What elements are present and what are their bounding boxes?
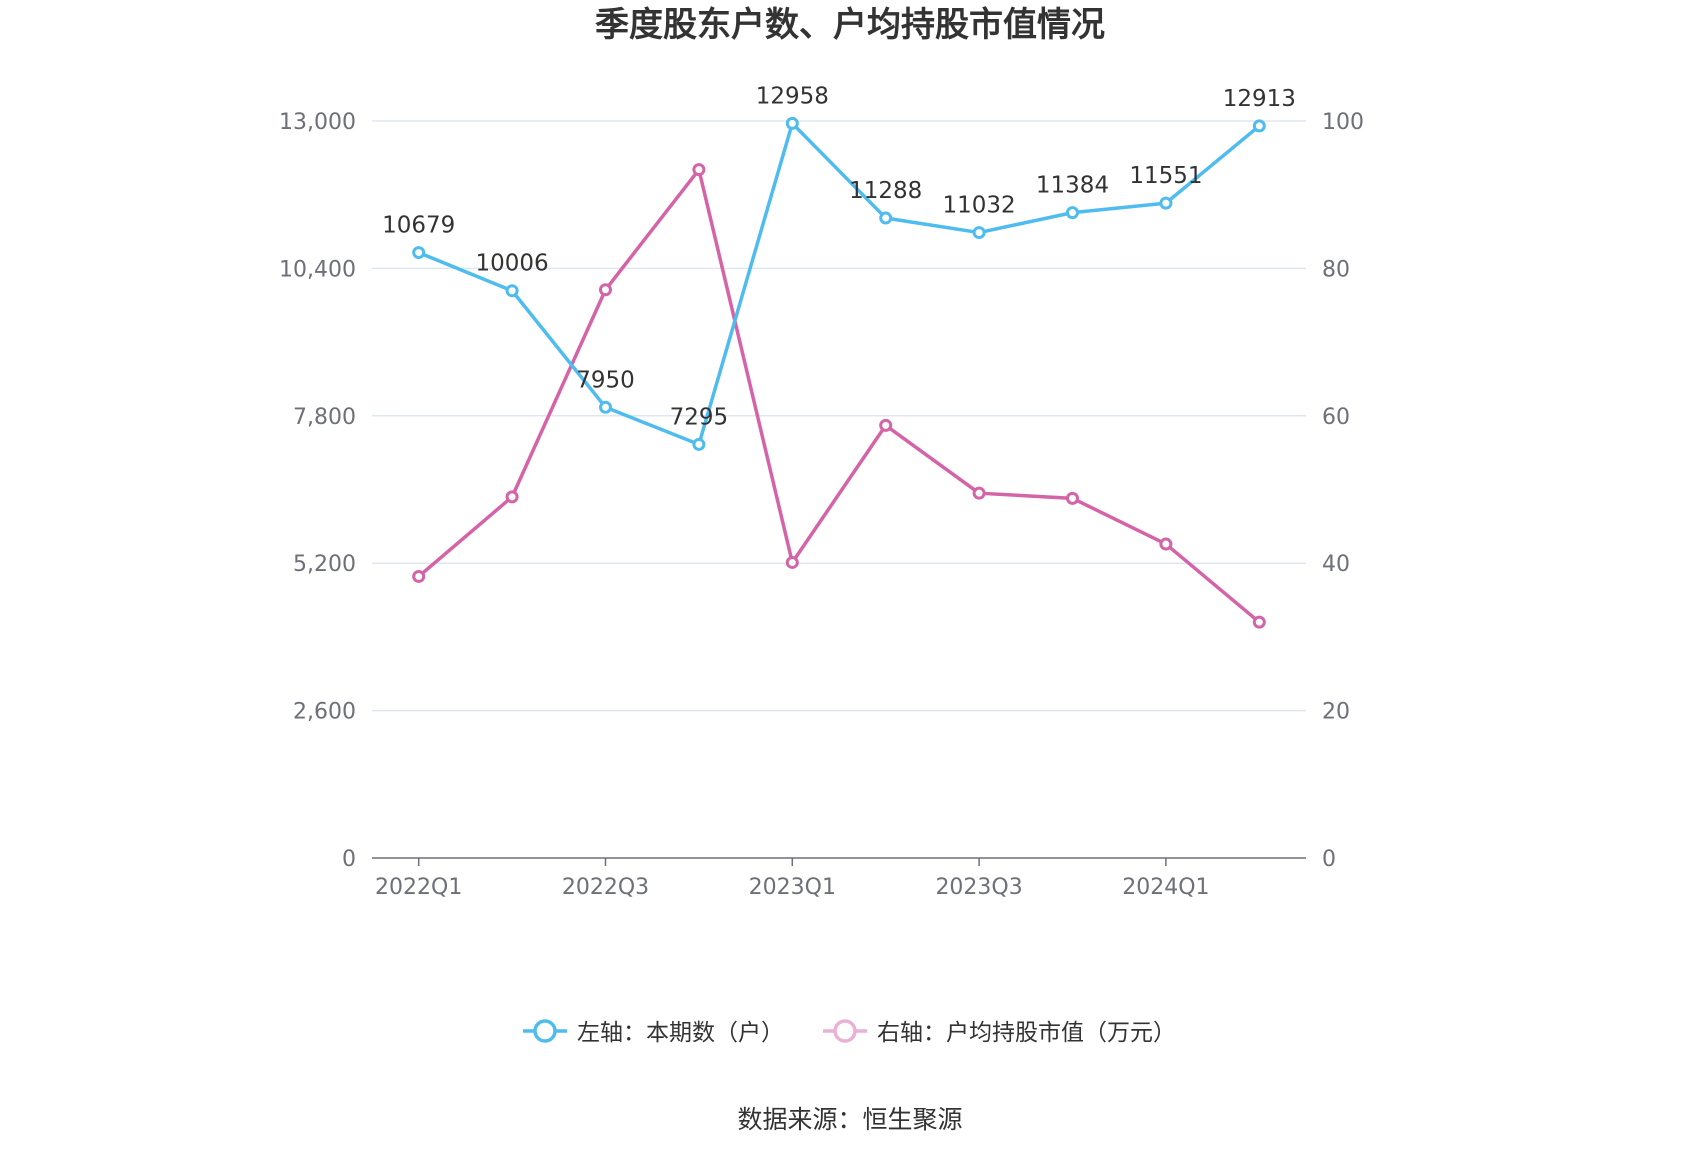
holders-count-point xyxy=(785,116,799,130)
x-tick-label: 2023Q1 xyxy=(749,875,836,900)
avg-holding-value-point xyxy=(785,555,799,569)
y-right-tick-label: 80 xyxy=(1322,257,1350,282)
y-right-tick-label: 60 xyxy=(1322,405,1350,430)
chart-title: 季度股东户数、户均持股市值情况 xyxy=(595,5,1105,45)
avg-holding-value-point xyxy=(879,418,893,432)
legend-label[interactable]: 左轴：本期数（户） xyxy=(577,1020,784,1046)
legend-label[interactable]: 右轴：户均持股市值（万元） xyxy=(877,1020,1176,1046)
avg-holding-value-point xyxy=(412,569,426,583)
holders-count-data-label: 11384 xyxy=(1036,173,1109,199)
y-left-tick-label: 10,400 xyxy=(279,257,356,282)
x-tick-label: 2024Q1 xyxy=(1122,875,1209,900)
avg-holding-value-point xyxy=(1066,491,1079,505)
x-tick-label: 2022Q3 xyxy=(562,875,649,900)
y-left-tick-label: 2,600 xyxy=(293,700,356,725)
holders-count-data-label: 10006 xyxy=(476,251,549,277)
avg-holding-value-line xyxy=(417,167,1261,624)
holders-count-data-label: 10679 xyxy=(382,213,455,239)
series-layer xyxy=(412,116,1266,629)
avg-holding-value-point xyxy=(1159,537,1173,551)
avg-holding-value-point xyxy=(972,486,986,500)
grid-lines xyxy=(372,120,1306,712)
holders-count-data-label: 7295 xyxy=(670,404,729,430)
y-left-tick-label: 13,000 xyxy=(279,110,356,135)
holders-count-point xyxy=(692,437,706,451)
holders-count-data-label: 11551 xyxy=(1129,163,1202,189)
y-right-tick-label: 20 xyxy=(1322,700,1350,725)
holders-count-line xyxy=(418,121,1261,447)
holders-count-point xyxy=(1252,119,1266,133)
y-left-tick-label: 7,800 xyxy=(293,405,356,430)
avg-holding-value-point xyxy=(1252,615,1266,629)
x-tick-label: 2022Q1 xyxy=(375,875,462,900)
legend-swatch-marker[interactable] xyxy=(833,1019,857,1043)
legend[interactable]: 左轴：本期数（户） 右轴：户均持股市值（万元） xyxy=(523,1019,1176,1046)
y-right-tick-label: 100 xyxy=(1322,110,1364,135)
y-right-tick-label: 0 xyxy=(1322,847,1336,872)
holders-count-point xyxy=(412,246,426,260)
avg-holding-value-point xyxy=(692,163,706,177)
axes: 0 0 2,600 20 5,200 40 7,800 60 10,400 80 13,000 100… xyxy=(279,110,1364,900)
holders-count-data-label: 11032 xyxy=(943,193,1016,219)
source-note: 数据来源：恒生聚源 xyxy=(737,1105,962,1134)
holders-count-point xyxy=(879,211,893,225)
holders-count-data-label: 11288 xyxy=(849,178,922,204)
avg-holding-value-point xyxy=(505,490,519,504)
holders-count-data-label: 12958 xyxy=(756,83,829,109)
x-tick-label: 2023Q3 xyxy=(935,875,1022,900)
holders-count-point xyxy=(599,400,612,414)
holders-count-point xyxy=(1066,206,1079,220)
legend-swatch-marker[interactable] xyxy=(533,1019,557,1043)
avg-holding-value-point xyxy=(599,283,612,297)
holders-count-data-label: 12913 xyxy=(1223,86,1296,112)
y-right-tick-label: 40 xyxy=(1322,552,1350,577)
holders-count-point xyxy=(972,226,986,240)
y-left-tick-label: 0 xyxy=(342,847,356,872)
data-labels: 10679 10006 7950 7295 12958 11288 11032 11384 11… xyxy=(382,83,1296,430)
holders-count-point xyxy=(1159,196,1173,210)
holders-count-data-label: 7950 xyxy=(576,367,635,393)
holders-count-point xyxy=(505,284,519,298)
y-left-tick-label: 5,200 xyxy=(293,552,356,577)
